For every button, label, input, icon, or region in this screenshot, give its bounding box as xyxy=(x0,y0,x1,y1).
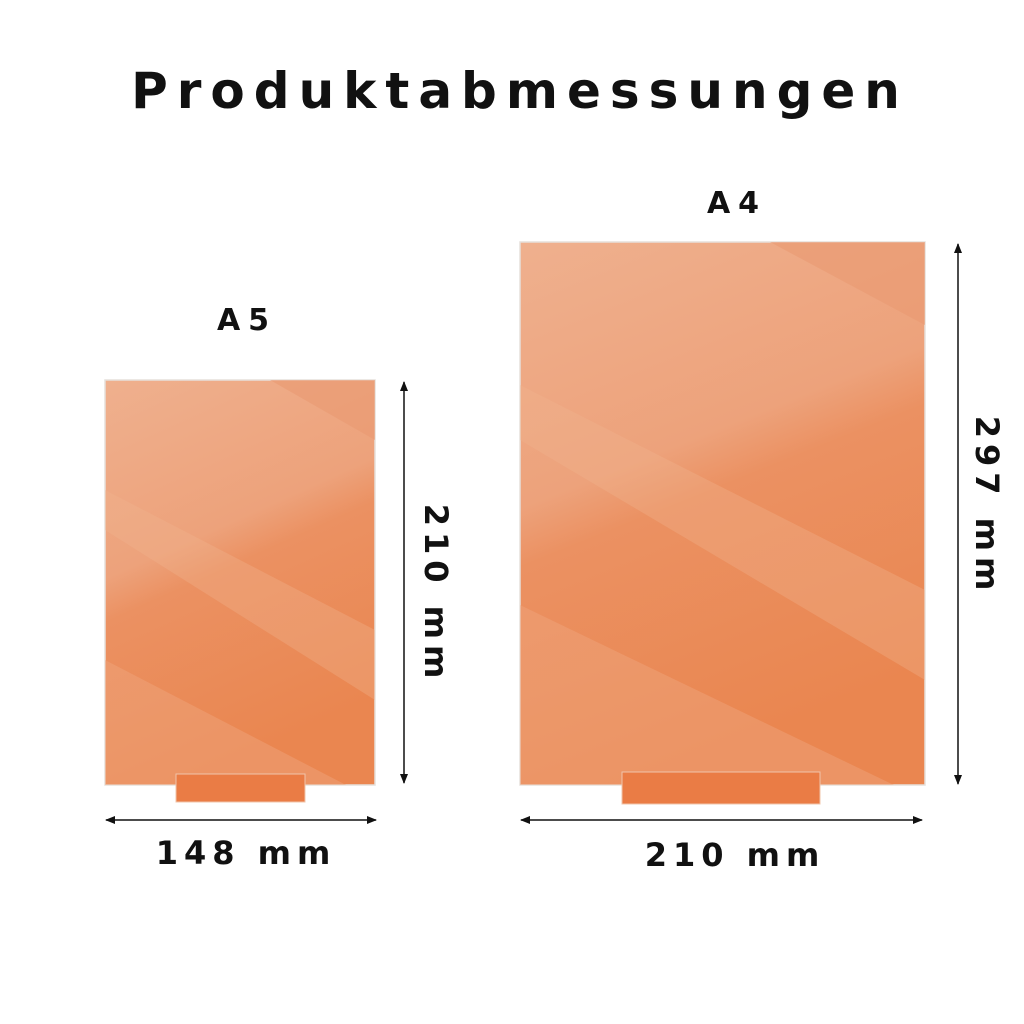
a4-height-label: 297 mm xyxy=(968,415,1006,597)
a4-panel xyxy=(519,241,926,805)
a4-stand xyxy=(621,771,821,805)
a4-width-label: 210 mm xyxy=(644,836,826,874)
a5-stand xyxy=(175,773,306,803)
a5-label: A5 xyxy=(216,303,278,338)
a5-height-label: 210 mm xyxy=(417,503,455,685)
a5-panel xyxy=(104,379,376,803)
a4-label: A4 xyxy=(706,186,768,221)
a5-width-label: 148 mm xyxy=(155,834,337,872)
page-title: Produktabmessungen xyxy=(131,62,909,120)
